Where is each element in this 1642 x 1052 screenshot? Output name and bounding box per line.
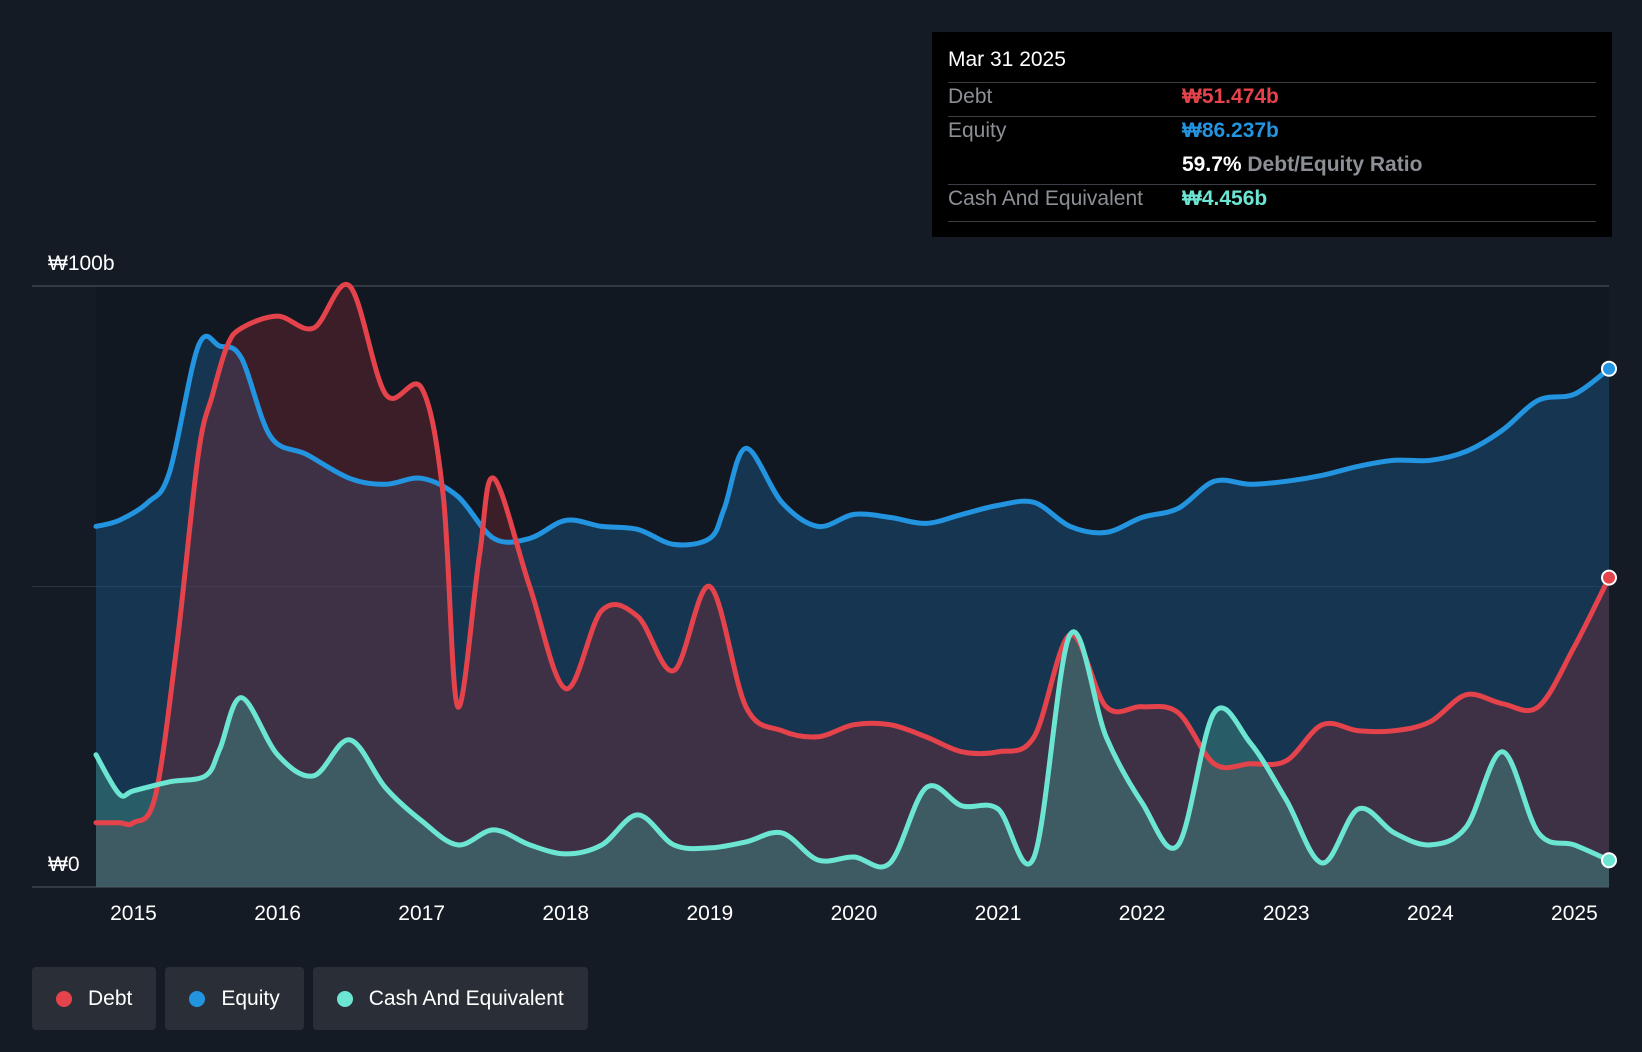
tooltip-divider	[948, 221, 1596, 222]
chart-legend: Debt Equity Cash And Equivalent	[32, 967, 588, 1030]
x-tick-label: 2015	[110, 902, 157, 925]
x-tick-label: 2024	[1407, 902, 1454, 925]
tooltip-ratio: 59.7% Debt/Equity Ratio	[1182, 153, 1422, 177]
cash-area	[96, 631, 1609, 887]
equity-end-point	[1601, 360, 1617, 377]
legend-dot-equity	[189, 990, 206, 1007]
x-tick-label: 2017	[398, 902, 445, 925]
cash-end-point	[1601, 852, 1617, 869]
debt-line	[93, 281, 1612, 828]
x-tick-label: 2020	[831, 902, 878, 925]
tooltip-divider	[948, 82, 1596, 83]
legend-label-equity: Equity	[221, 986, 280, 1010]
tooltip-divider	[948, 116, 1596, 117]
equity-line	[93, 333, 1612, 548]
legend-item-debt[interactable]: Debt	[32, 967, 157, 1030]
tooltip-cash-label: Cash And Equivalent	[948, 187, 1143, 210]
x-tick-label: 2023	[1263, 902, 1310, 925]
y-tick-label: ₩0	[48, 853, 80, 876]
x-tick-label: 2019	[686, 902, 733, 925]
y-tick-label: ₩100b	[48, 252, 115, 275]
debt-area	[96, 284, 1609, 887]
debt-end-point	[1601, 569, 1617, 586]
x-tick-label: 2021	[975, 902, 1022, 925]
x-tick-label: 2018	[542, 902, 589, 925]
tooltip-equity-value: ₩86.237b	[1182, 119, 1279, 142]
x-tick-label: 2025	[1551, 902, 1598, 925]
cash-line	[93, 629, 1612, 870]
tooltip-cash-value: ₩4.456b	[1182, 187, 1268, 210]
legend-label-debt: Debt	[88, 986, 133, 1010]
equity-area	[96, 336, 1609, 887]
tooltip-ratio-label: Debt/Equity Ratio	[1247, 153, 1423, 176]
tooltip-divider	[948, 184, 1596, 185]
legend-item-equity[interactable]: Equity	[165, 967, 304, 1030]
tooltip-panel: Mar 31 2025 Debt ₩51.474b Equity ₩86.237…	[932, 32, 1612, 237]
tooltip-debt-value: ₩51.474b	[1182, 85, 1279, 108]
x-tick-label: 2022	[1119, 902, 1166, 925]
legend-item-cash[interactable]: Cash And Equivalent	[312, 967, 588, 1030]
tooltip-ratio-value: 59.7%	[1182, 153, 1242, 176]
tooltip-equity-label: Equity	[948, 119, 1007, 142]
legend-dot-debt	[56, 990, 72, 1007]
tooltip-date: Mar 31 2025	[948, 48, 1066, 71]
legend-dot-cash	[336, 990, 353, 1007]
tooltip-debt-label: Debt	[948, 85, 993, 108]
legend-label-cash: Cash And Equivalent	[368, 986, 564, 1010]
x-tick-label: 2016	[254, 902, 301, 925]
